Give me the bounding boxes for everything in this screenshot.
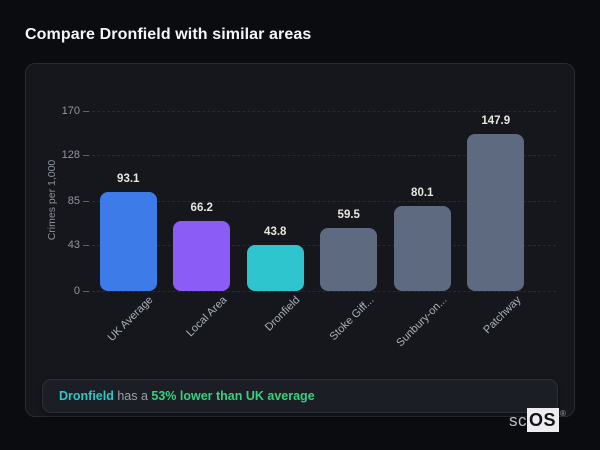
y-tick-label: 0 xyxy=(73,285,80,297)
gridline xyxy=(87,155,556,157)
registered-trademark-icon: ® xyxy=(560,409,566,418)
bar-value-label: 43.8 xyxy=(264,225,287,238)
bar-uk-average[interactable] xyxy=(99,192,157,291)
y-tick-label: 43 xyxy=(67,239,80,252)
gridline xyxy=(87,201,556,202)
scos-logo: sc OS ® xyxy=(509,408,566,432)
bar-value-label: 147.9 xyxy=(481,115,511,128)
logo-suffix: OS xyxy=(527,408,560,432)
bar-dronfield[interactable] xyxy=(246,244,304,291)
y-tick-label: 128 xyxy=(61,149,80,162)
summary-highlight: 53% lower than UK average xyxy=(151,389,315,403)
logo-prefix: sc xyxy=(509,411,527,430)
bar-value-label: 66.2 xyxy=(190,201,213,214)
y-tick-label: 85 xyxy=(67,195,80,207)
y-tick-mark xyxy=(83,291,89,292)
summary-banner: Dronfield has a 53% lower than UK averag… xyxy=(42,379,558,413)
y-tick-mark xyxy=(83,111,89,112)
summary-connector: has a xyxy=(113,389,152,403)
summary-area-name: Dronfield xyxy=(59,389,114,403)
bar-stoke-giff[interactable] xyxy=(320,228,378,291)
y-tick-mark xyxy=(83,201,89,202)
bar-value-label: 80.1 xyxy=(411,187,434,200)
page-title: Compare Dronfield with similar areas xyxy=(25,26,312,43)
y-tick-mark xyxy=(83,155,89,157)
y-tick-mark xyxy=(83,245,89,247)
gridline xyxy=(87,291,556,292)
bar-sunbury-on[interactable] xyxy=(393,206,451,291)
y-tick-label: 170 xyxy=(61,105,80,117)
bar-value-label: 59.5 xyxy=(337,209,360,221)
gridline xyxy=(87,111,556,112)
bar-local-area[interactable] xyxy=(173,220,231,291)
bar-value-label: 93.1 xyxy=(117,173,140,186)
bar-patchway[interactable] xyxy=(467,134,525,291)
